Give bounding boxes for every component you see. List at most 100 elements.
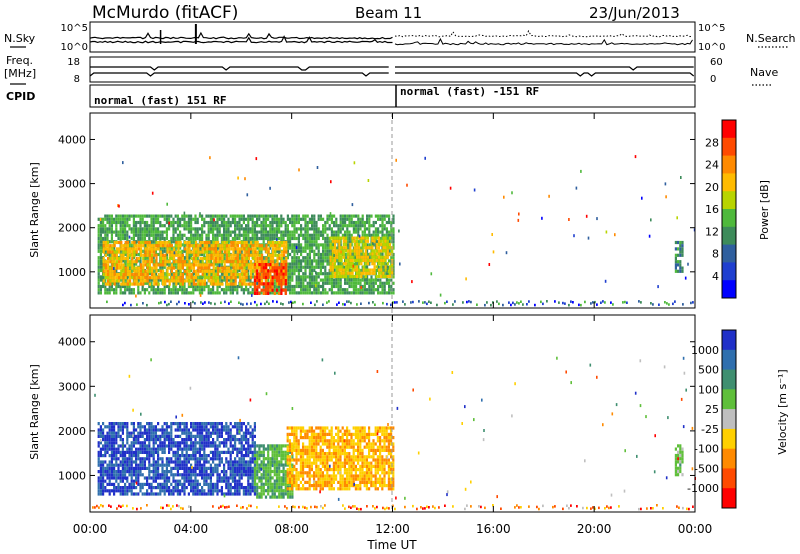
heatmap-cell bbox=[276, 282, 279, 286]
heatmap-cell bbox=[219, 282, 222, 286]
heatmap-cell bbox=[324, 224, 327, 228]
heatmap-cell bbox=[155, 244, 158, 248]
heatmap-cell bbox=[330, 227, 333, 231]
heatmap-cell bbox=[304, 243, 307, 247]
heatmap-cell bbox=[262, 236, 265, 241]
heatmap-cell bbox=[192, 269, 195, 273]
heatmap-cell bbox=[201, 214, 204, 218]
heatmap-cell bbox=[355, 274, 359, 279]
heatmap-cell bbox=[273, 227, 276, 231]
heatmap-cell bbox=[338, 268, 341, 272]
heatmap-cell bbox=[126, 284, 129, 289]
heatmap-cell bbox=[176, 450, 179, 454]
heatmap-cell bbox=[207, 233, 210, 237]
heatmap-cell bbox=[115, 473, 118, 477]
heatmap-cell bbox=[236, 250, 239, 254]
heatmap-cell bbox=[184, 269, 187, 273]
heatmap-cell bbox=[210, 244, 213, 248]
heatmap-cell bbox=[313, 224, 316, 228]
heatmap-cell bbox=[148, 428, 151, 432]
heatmap-cell bbox=[163, 479, 166, 483]
heatmap-cell bbox=[245, 276, 248, 280]
heatmap-cell bbox=[346, 240, 349, 244]
heatmap-cell bbox=[351, 203, 354, 207]
heatmap-cell bbox=[344, 265, 348, 269]
heatmap-cell bbox=[119, 278, 122, 282]
heatmap-cell bbox=[117, 447, 120, 451]
heatmap-cell bbox=[97, 240, 100, 244]
heatmap-cell bbox=[106, 291, 109, 295]
heatmap-cell bbox=[166, 276, 169, 280]
heatmap-cell bbox=[137, 272, 140, 277]
heatmap-cell bbox=[234, 263, 237, 267]
heatmap-cell bbox=[306, 230, 309, 234]
heatmap-cell bbox=[143, 450, 146, 454]
heatmap-cell bbox=[150, 217, 153, 221]
y-tick-label: 1000 bbox=[58, 266, 86, 279]
heatmap-cell bbox=[152, 438, 155, 442]
heatmap-cell bbox=[274, 253, 277, 257]
heatmap-cell bbox=[231, 278, 234, 282]
heatmap-cell bbox=[382, 262, 385, 266]
heatmap-cell bbox=[201, 269, 204, 273]
heatmap-cell bbox=[117, 220, 120, 225]
heatmap-cell bbox=[377, 268, 381, 272]
heatmap-cell bbox=[137, 291, 140, 295]
heatmap-cell bbox=[111, 266, 114, 270]
heatmap-cell bbox=[297, 291, 300, 295]
heatmap-cell bbox=[97, 428, 100, 432]
heatmap-cell bbox=[208, 269, 211, 273]
heatmap-cell bbox=[283, 253, 286, 257]
heatmap-cell bbox=[110, 441, 113, 445]
heatmap-cell bbox=[382, 271, 385, 275]
heatmap-cell bbox=[250, 302, 252, 305]
heatmap-cell bbox=[206, 260, 209, 264]
heatmap-cell bbox=[185, 236, 188, 241]
heatmap-cell bbox=[353, 268, 356, 272]
heatmap-cell bbox=[119, 428, 122, 432]
heatmap-cell bbox=[317, 233, 320, 237]
heatmap-cell bbox=[333, 214, 336, 218]
heatmap-cell bbox=[140, 244, 143, 248]
heatmap-cell bbox=[674, 269, 677, 273]
heatmap-cell bbox=[682, 303, 684, 306]
heatmap-cell bbox=[176, 470, 179, 474]
heatmap-cell bbox=[322, 281, 325, 285]
heatmap-cell bbox=[198, 246, 201, 250]
heatmap-cell bbox=[201, 260, 204, 264]
heatmap-cell bbox=[358, 271, 361, 275]
heatmap-cell bbox=[152, 291, 155, 295]
heatmap-cell bbox=[282, 263, 285, 267]
heatmap-cell bbox=[210, 250, 213, 254]
heatmap-cell bbox=[162, 269, 165, 273]
heatmap-cell bbox=[242, 227, 245, 231]
heatmap-cell bbox=[261, 256, 264, 261]
heatmap-cell bbox=[315, 236, 318, 241]
heatmap-cell bbox=[165, 431, 168, 435]
heatmap-cell bbox=[201, 291, 204, 295]
heatmap-cell bbox=[368, 224, 371, 228]
heatmap-cell bbox=[124, 276, 127, 280]
heatmap-cell bbox=[183, 479, 186, 483]
heatmap-cell bbox=[364, 246, 367, 250]
heatmap-cell bbox=[243, 269, 246, 273]
heatmap-cell bbox=[183, 470, 186, 474]
heatmap-cell bbox=[139, 457, 142, 461]
heatmap-cell bbox=[228, 302, 230, 305]
heatmap-cell bbox=[351, 271, 354, 275]
heatmap-cell bbox=[139, 460, 142, 464]
heatmap-cell bbox=[380, 274, 383, 279]
heatmap-cell bbox=[159, 230, 162, 234]
heatmap-cell bbox=[375, 246, 378, 250]
heatmap-cell bbox=[128, 473, 131, 477]
heatmap-cell bbox=[384, 236, 387, 240]
heatmap-cell bbox=[229, 214, 232, 218]
heatmap-cell bbox=[377, 258, 381, 263]
heatmap-cell bbox=[291, 265, 294, 269]
heatmap-cell bbox=[176, 291, 179, 295]
heatmap-cell bbox=[146, 227, 149, 231]
heatmap-cell bbox=[304, 249, 307, 253]
heatmap-cell bbox=[390, 227, 393, 231]
heatmap-cell bbox=[338, 239, 341, 243]
heatmap-cell bbox=[262, 243, 265, 247]
